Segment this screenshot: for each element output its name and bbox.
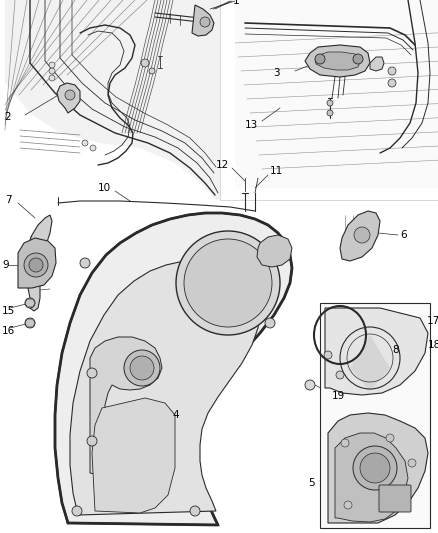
Polygon shape xyxy=(340,211,380,261)
Circle shape xyxy=(90,145,96,151)
Polygon shape xyxy=(70,261,260,515)
Circle shape xyxy=(353,54,363,64)
Polygon shape xyxy=(18,238,56,288)
Text: 9: 9 xyxy=(2,260,9,270)
Circle shape xyxy=(315,54,325,64)
Circle shape xyxy=(72,506,82,516)
Text: 3: 3 xyxy=(273,68,279,78)
Circle shape xyxy=(29,258,43,272)
Text: 6: 6 xyxy=(400,230,406,240)
Text: 17: 17 xyxy=(427,316,438,326)
Circle shape xyxy=(408,459,416,467)
Polygon shape xyxy=(235,0,438,188)
Circle shape xyxy=(324,351,332,359)
Polygon shape xyxy=(92,398,175,513)
Circle shape xyxy=(25,318,35,328)
Circle shape xyxy=(49,62,55,68)
Polygon shape xyxy=(257,235,292,267)
Text: 18: 18 xyxy=(428,340,438,350)
Polygon shape xyxy=(55,213,292,525)
Circle shape xyxy=(87,368,97,378)
Circle shape xyxy=(49,68,55,74)
Circle shape xyxy=(49,75,55,81)
Circle shape xyxy=(24,253,48,277)
Circle shape xyxy=(130,356,154,380)
Text: 2: 2 xyxy=(4,112,11,122)
Circle shape xyxy=(190,506,200,516)
Polygon shape xyxy=(25,299,35,307)
Polygon shape xyxy=(328,413,428,523)
Circle shape xyxy=(149,68,155,74)
Text: 7: 7 xyxy=(5,195,12,205)
Polygon shape xyxy=(57,83,80,113)
Polygon shape xyxy=(26,215,52,311)
Polygon shape xyxy=(192,5,214,36)
Circle shape xyxy=(305,380,315,390)
Circle shape xyxy=(82,140,88,146)
Text: 19: 19 xyxy=(332,391,345,401)
Polygon shape xyxy=(90,337,162,481)
Circle shape xyxy=(344,501,352,509)
Circle shape xyxy=(388,79,396,87)
Polygon shape xyxy=(335,433,408,522)
Circle shape xyxy=(200,17,210,27)
Circle shape xyxy=(388,67,396,75)
Polygon shape xyxy=(370,57,384,71)
Polygon shape xyxy=(315,52,361,70)
Text: 8: 8 xyxy=(392,345,399,355)
Text: 15: 15 xyxy=(2,306,15,316)
Circle shape xyxy=(327,110,333,116)
Circle shape xyxy=(353,446,397,490)
Text: 5: 5 xyxy=(308,478,314,488)
Text: 11: 11 xyxy=(270,166,283,176)
Circle shape xyxy=(65,90,75,100)
Circle shape xyxy=(336,371,344,379)
Polygon shape xyxy=(320,303,430,528)
Text: 16: 16 xyxy=(2,326,15,336)
Polygon shape xyxy=(25,319,35,327)
Circle shape xyxy=(265,318,275,328)
Circle shape xyxy=(386,434,394,442)
Circle shape xyxy=(327,100,333,106)
Polygon shape xyxy=(325,308,428,395)
Polygon shape xyxy=(350,335,390,391)
Polygon shape xyxy=(305,45,370,77)
Text: 13: 13 xyxy=(245,120,258,130)
Circle shape xyxy=(354,227,370,243)
Text: 4: 4 xyxy=(172,410,179,420)
Circle shape xyxy=(141,59,149,67)
Circle shape xyxy=(124,350,160,386)
Text: 10: 10 xyxy=(98,183,111,193)
Circle shape xyxy=(25,298,35,308)
Text: 12: 12 xyxy=(216,160,229,170)
Text: 1: 1 xyxy=(233,0,240,6)
Circle shape xyxy=(176,231,280,335)
Circle shape xyxy=(184,239,272,327)
FancyBboxPatch shape xyxy=(379,485,411,512)
Circle shape xyxy=(341,439,349,447)
Circle shape xyxy=(360,453,390,483)
Circle shape xyxy=(87,436,97,446)
Circle shape xyxy=(80,258,90,268)
Polygon shape xyxy=(5,0,220,200)
